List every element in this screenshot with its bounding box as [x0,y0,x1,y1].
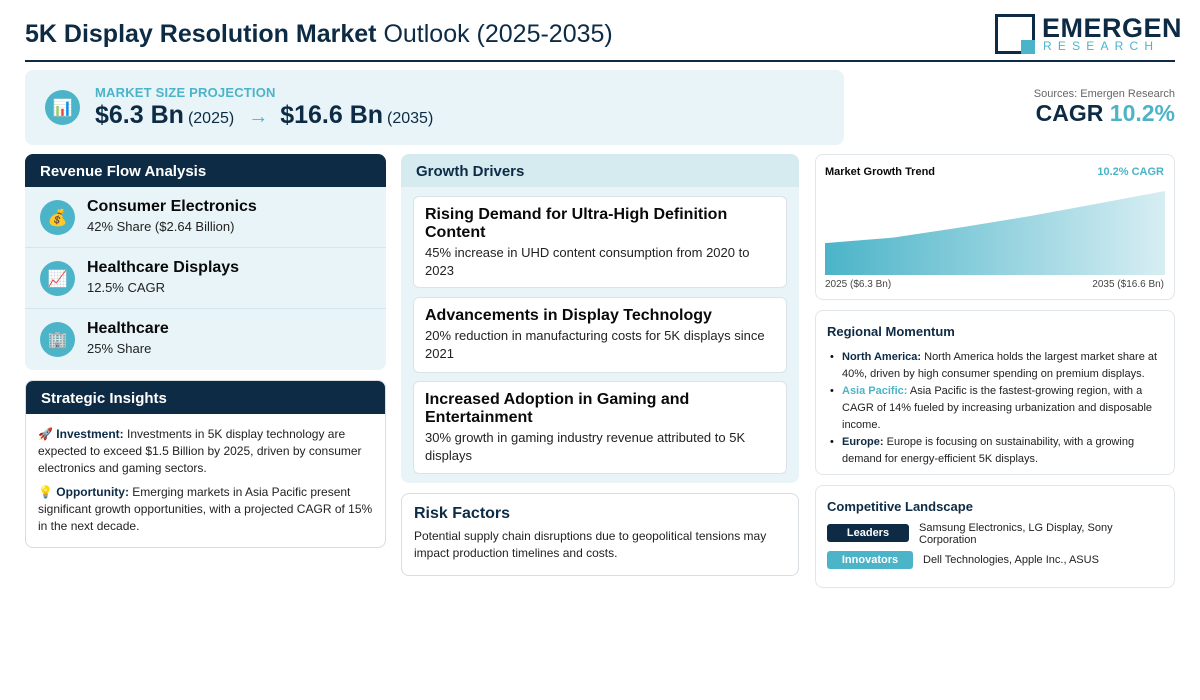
growth-drivers-panel: Growth Drivers Rising Demand for Ultra-H… [401,154,799,483]
revenue-item-name: Healthcare [87,320,169,337]
strategic-insights-title: Strategic Insights [26,381,385,414]
list-item: Asia Pacific: Asia Pacific is the fastes… [827,383,1163,434]
driver-desc: 20% reduction in manufacturing costs for… [425,328,765,361]
innovators-badge: Innovators [827,551,913,569]
end-year: (2035) [387,110,434,127]
regional-momentum-panel: Regional Momentum North America: North A… [815,310,1175,475]
list-item: Europe: Europe is focusing on sustainabi… [827,434,1163,468]
logo-wordmark: EMERGEN [1042,13,1183,43]
page-title-bold: 5K Display Resolution Market [25,20,377,48]
logo-mark-icon [995,14,1035,54]
revenue-item: 🏢 Healthcare 25% Share [25,309,386,370]
chart-cagr-annotation: 10.2% CAGR [1097,166,1164,178]
region-text: Asia Pacific is the fastest-growing regi… [842,385,1153,431]
cagr-label: CAGR [1035,100,1104,126]
logo-subtext: RESEARCH [1043,39,1160,53]
driver-title: Increased Adoption in Gaming and Enterta… [425,391,690,426]
strategic-insights-panel: Strategic Insights 🚀 Investment: Investm… [25,380,386,548]
growth-area-chart [825,191,1165,275]
revenue-item-detail: 12.5% CAGR [87,280,166,295]
growth-driver-card: Increased Adoption in Gaming and Enterta… [413,381,787,474]
driver-title: Rising Demand for Ultra-High Definition … [425,206,728,241]
revenue-item-name: Consumer Electronics [87,198,257,215]
growth-driver-card: Advancements in Display Technology 20% r… [413,297,787,373]
emergen-logo: EMERGEN RESEARCH [995,13,1182,56]
sources-note: Sources: Emergen Research [1033,88,1175,100]
chart-start-label: 2025 ($6.3 Bn) [825,279,892,290]
innovators-list: Dell Technologies, Apple Inc., ASUS [923,554,1099,566]
driver-desc: 30% growth in gaming industry revenue at… [425,430,746,463]
region-name: Europe: [842,436,884,448]
growth-area-series [825,191,1165,275]
driver-desc: 45% increase in UHD content consumption … [425,245,750,278]
trend-chart-icon: 📈 [40,261,75,296]
regional-list: North America: North America holds the l… [827,349,1163,468]
growth-drivers-title: Growth Drivers [401,154,799,187]
region-name: North America: [842,351,922,363]
opportunity-insight: 💡 Opportunity: Emerging markets in Asia … [38,484,373,535]
revenue-item: 📈 Healthcare Displays 12.5% CAGR [25,248,386,309]
list-item: North America: North America holds the l… [827,349,1163,383]
growth-driver-card: Rising Demand for Ultra-High Definition … [413,196,787,288]
regional-title: Regional Momentum [827,324,955,339]
market-size-projection: 📊 MARKET SIZE PROJECTION $6.3 Bn (2025) → $… [25,70,844,145]
region-name: Asia Pacific: [842,385,908,397]
building-icon: 🏢 [40,322,75,357]
revenue-flow-panel: Revenue Flow Analysis 💰 Consumer Electro… [25,154,386,370]
end-value: $16.6 Bn [280,101,384,129]
region-text: Europe is focusing on sustainability, wi… [842,436,1135,465]
start-value: $6.3 Bn [95,101,184,129]
investment-text: Investments in 5K display technology are… [38,427,362,475]
competitive-title: Competitive Landscape [827,499,973,514]
cagr-summary: CAGR 10.2% [1036,100,1175,127]
money-bag-icon: 💰 [40,200,75,235]
opportunity-label: Opportunity: [56,485,129,499]
arrow-right-icon: → [248,106,269,128]
lightbulb-icon: 💡 [38,485,53,499]
market-growth-trend-card: Market Growth Trend 10.2% CAGR 2025 ($6.… [815,154,1175,300]
revenue-item-detail: 25% Share [87,341,152,356]
start-year: (2025) [187,110,235,127]
header: 5K Display Resolution Market Outlook (20… [25,13,1182,62]
cagr-value: 10.2% [1109,100,1175,126]
risk-factors-panel: Risk Factors Potential supply chain disr… [401,493,799,576]
rocket-icon: 🚀 [38,427,53,441]
driver-title: Advancements in Display Technology [425,307,712,324]
leaders-list: Samsung Electronics, LG Display, Sony Co… [919,522,1113,546]
opportunity-text: Emerging markets in Asia Pacific present… [38,485,373,533]
chart-end-label: 2035 ($16.6 Bn) [1092,279,1164,290]
leaders-badge: Leaders [827,524,909,542]
investment-label: Investment: [56,427,124,441]
bar-chart-icon: 📊 [45,90,80,125]
revenue-item-detail: 42% Share ($2.64 Billion) [87,219,235,234]
revenue-flow-title: Revenue Flow Analysis [25,154,386,187]
region-text: North America holds the largest market s… [842,351,1158,380]
investment-insight: 🚀 Investment: Investments in 5K display … [38,426,373,477]
page-title-rest: Outlook (2025-2035) [383,20,613,48]
chart-title: Market Growth Trend [825,166,936,178]
page-title: 5K Display Resolution Market Outlook (20… [25,20,613,49]
revenue-item-name: Healthcare Displays [87,259,240,276]
projection-label: MARKET SIZE PROJECTION [95,85,276,100]
competitive-landscape-panel: Competitive Landscape Leaders Samsung El… [815,485,1175,588]
projection-values: $6.3 Bn (2025) → $16.6 Bn (2035) [95,101,433,130]
revenue-item: 💰 Consumer Electronics 42% Share ($2.64 … [25,187,386,248]
risk-desc: Potential supply chain disruptions due t… [414,529,767,560]
risk-title: Risk Factors [414,505,511,522]
